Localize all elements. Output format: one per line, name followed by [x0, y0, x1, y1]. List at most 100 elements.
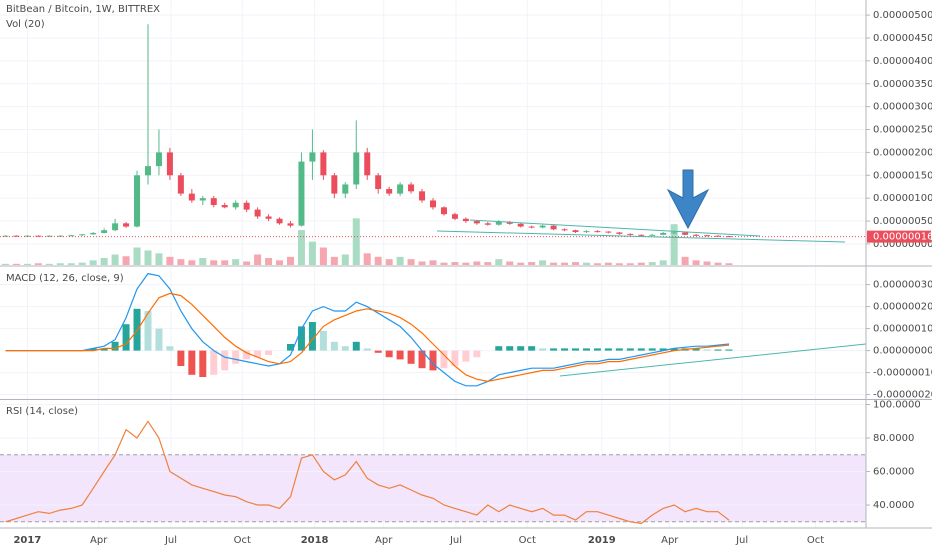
histogram-bar [363, 348, 371, 351]
y-tick-label: 0.00000500 [873, 10, 932, 21]
candle-body [188, 193, 195, 201]
candle-body [682, 232, 689, 235]
volume-bar [155, 253, 163, 265]
volume-bar [484, 262, 492, 265]
trend-line [469, 219, 761, 237]
last-price-label: 0.00000016 [873, 232, 932, 243]
volume-bar [276, 260, 284, 265]
candle-body [419, 191, 426, 201]
candle-body [704, 235, 711, 237]
volume-bar [418, 261, 426, 265]
histogram-bar [429, 350, 437, 371]
candle-body [2, 235, 9, 237]
volume-bar [144, 250, 152, 265]
volume-bar [177, 259, 185, 265]
histogram-bar [396, 350, 404, 360]
histogram-bar [166, 346, 174, 351]
candle-body [583, 231, 590, 233]
histogram-bar [374, 350, 382, 353]
candle-body [495, 221, 502, 225]
volume-bar [615, 263, 623, 265]
volume-bar [286, 256, 294, 265]
histogram-bar [155, 328, 163, 351]
histogram-bar [407, 350, 415, 364]
candle-body [123, 223, 130, 227]
candle-body [693, 234, 700, 236]
candle-body [561, 229, 568, 231]
histogram-bar [100, 348, 108, 351]
y-tick-label: 0.00000200 [873, 147, 932, 158]
histogram-bar [199, 350, 207, 377]
candle-body [660, 232, 667, 235]
volume-bar [714, 262, 722, 265]
candle-body [320, 152, 327, 176]
candle-body [68, 235, 75, 237]
candle-body [440, 207, 447, 215]
histogram-bar [670, 348, 678, 351]
volume-bar [725, 263, 733, 265]
histogram-bar [265, 350, 273, 355]
histogram-bar [582, 348, 590, 351]
x-tick-label: Jul [164, 535, 177, 546]
volume-bar [582, 262, 590, 265]
candle-body [101, 230, 108, 233]
candle-body [430, 200, 436, 208]
candle-body [572, 230, 579, 233]
candle-body [375, 175, 382, 190]
volume-bar [681, 256, 689, 265]
candle-body [353, 152, 360, 185]
y-tick-label: 60.0000 [873, 467, 914, 478]
histogram-bar [111, 341, 119, 351]
histogram-bar [210, 350, 218, 375]
volume-bar [517, 262, 525, 265]
candle-body [506, 221, 513, 224]
volume-bar [308, 241, 316, 265]
y-tick-label: 0.00000100 [873, 193, 932, 204]
histogram-bar [352, 341, 360, 351]
volume-bar [429, 260, 437, 265]
histogram-bar [330, 341, 338, 351]
candle-body [232, 202, 239, 208]
candle-body [46, 235, 53, 237]
histogram-bar [440, 350, 448, 369]
candle-body [605, 231, 612, 233]
volume-bar [692, 260, 700, 265]
volume-bar [188, 260, 196, 265]
histogram-bar [254, 350, 262, 358]
volume-title: Vol (20) [6, 19, 45, 30]
rsi-title: RSI (14, close) [6, 406, 78, 417]
histogram-bar [659, 348, 667, 351]
candle-body [298, 161, 305, 226]
candle-body [342, 184, 349, 194]
y-tick-label: 40.0000 [873, 500, 914, 511]
histogram-bar [604, 348, 612, 351]
candle-body [144, 166, 151, 176]
candle-body [90, 232, 97, 235]
volume-bar [133, 247, 141, 265]
candle-body [243, 202, 250, 210]
volume-bar [100, 258, 108, 265]
candle-body [287, 223, 294, 226]
candle-body [177, 175, 184, 194]
candle-body [408, 184, 415, 192]
macd-title: MACD (12, 26, close, 9) [6, 273, 124, 284]
y-tick-label: 0.00000250 [873, 125, 932, 136]
volume-bar [506, 261, 514, 265]
histogram-bar [714, 349, 722, 351]
volume-bar [254, 254, 262, 265]
candle-body [134, 175, 141, 227]
volume-bar [45, 263, 53, 265]
volume-bar [703, 261, 711, 265]
candle-body [221, 205, 228, 208]
candle-body [451, 214, 458, 219]
candle-body [638, 234, 645, 236]
y-tick-label: 0.00000050 [873, 216, 932, 227]
candle-body [276, 218, 283, 224]
x-tick-label: 2019 [588, 535, 616, 546]
histogram-bar [637, 348, 645, 351]
histogram-bar [462, 350, 470, 362]
candle-body [331, 175, 338, 194]
volume-bar [473, 261, 481, 265]
candle-body [309, 152, 316, 162]
macd-line [5, 272, 730, 387]
